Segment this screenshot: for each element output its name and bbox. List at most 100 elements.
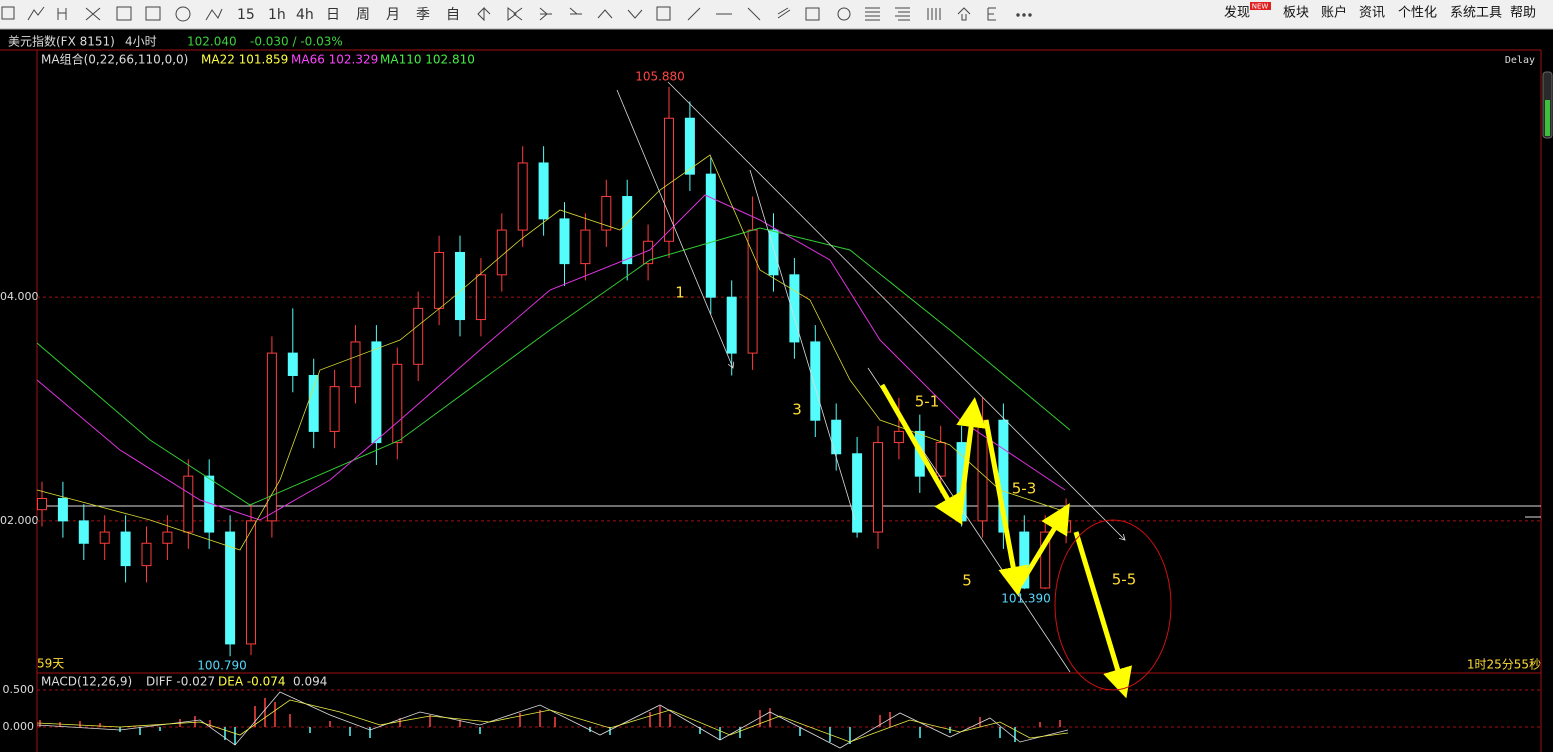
candle-body: [810, 341, 821, 421]
toolbar-item[interactable]: 自: [446, 7, 460, 23]
candle-body: [580, 229, 591, 265]
macd-title[interactable]: MACD(12,26,9): [41, 675, 132, 689]
wave-label: 5: [962, 572, 972, 590]
frame: [0, 49, 1542, 752]
ma22-line: [36, 154, 1061, 551]
symbol: 美元指数(FX 8151): [8, 34, 115, 49]
toolbar-item[interactable]: 季: [416, 7, 430, 23]
candle-body: [183, 475, 194, 533]
ma110-value: MA110 102.810: [380, 53, 475, 67]
candle-body: [225, 531, 236, 645]
menu-item[interactable]: 帮助: [1510, 6, 1536, 21]
toolbar-item[interactable]: 15: [237, 7, 255, 23]
change: -0.030 / -0.03%: [250, 35, 343, 49]
menu-item[interactable]: 发现: [1224, 5, 1250, 21]
candle-body: [455, 251, 465, 321]
macd-tick-label: 0.000: [3, 720, 35, 733]
candle-body: [831, 419, 842, 455]
toolbar-icons: [1, 6, 1032, 22]
candle-body: [329, 386, 340, 432]
target-circle: [1054, 519, 1172, 691]
period[interactable]: 4小时: [125, 35, 157, 49]
macd-value: 0.094: [293, 675, 327, 689]
countdown: 1时25分55秒: [1467, 658, 1541, 672]
ma66-value: MA66 102.329: [291, 53, 378, 67]
candle-body: [852, 453, 863, 533]
candle-body: [99, 531, 110, 544]
candle-body: [935, 442, 946, 477]
candle-body: [350, 341, 361, 388]
toolbar-item[interactable]: 日: [326, 7, 340, 23]
ma66-line: [36, 194, 1066, 521]
candle-body: [308, 374, 319, 432]
candle-body: [287, 352, 298, 376]
candle-body: [601, 196, 612, 231]
candle-body: [1061, 520, 1072, 533]
macd-tick-label: 0.500: [3, 683, 35, 696]
candle-body: [496, 229, 507, 276]
toolbar-item[interactable]: 月: [386, 7, 400, 23]
wave-arrows: [879, 383, 1133, 699]
candle-body: [413, 307, 424, 365]
candle-body: [559, 218, 570, 265]
candle-body: [141, 542, 152, 567]
low-label: 100.790: [197, 659, 247, 673]
wave-label: 1: [675, 284, 685, 302]
toolbar: [0, 0, 1553, 29]
candle-body: [57, 498, 68, 522]
candle-body: [517, 162, 528, 231]
candle-body: [726, 296, 737, 354]
grid: 04.000 02.000: [0, 290, 1541, 527]
candle-body: [768, 229, 779, 276]
candle-body: [664, 117, 674, 242]
menu-item[interactable]: 账户: [1321, 5, 1347, 21]
wave-label: 5-5: [1112, 571, 1137, 589]
ma-group[interactable]: MA组合(0,22,66,110,0,0): [41, 52, 188, 67]
scroll-thumb[interactable]: [1545, 100, 1550, 136]
candle-body: [78, 520, 89, 544]
macd-dea-line: [36, 699, 1069, 743]
candle-body: [37, 498, 47, 511]
menu-item[interactable]: 系统工具: [1450, 6, 1502, 21]
ma22-value: MA22 101.859: [201, 53, 288, 67]
candle-body: [162, 531, 173, 544]
menu-item[interactable]: 资讯: [1359, 6, 1385, 21]
delay: Delay: [1505, 55, 1535, 66]
candle-body: [120, 531, 131, 567]
candle-body: [622, 196, 633, 265]
toolbar-item[interactable]: 1h: [268, 7, 286, 23]
macd-dea: DEA -0.074: [218, 675, 286, 689]
candle-body: [789, 274, 800, 343]
candle-body: [266, 352, 277, 522]
candle-body: [434, 251, 445, 309]
badge-text: NEW: [1252, 3, 1269, 11]
candle-body: [246, 520, 256, 645]
macd-diff-line: [36, 691, 1069, 749]
high-label: 105.880: [635, 70, 685, 84]
wave-label: 5-3: [1012, 480, 1037, 498]
toolbar-item[interactable]: 周: [356, 7, 370, 23]
menu-item[interactable]: 板块: [1283, 6, 1309, 21]
candle-body: [371, 341, 382, 444]
recent-low-label: 101.390: [1001, 592, 1051, 606]
candle-body: [538, 162, 549, 220]
badge: [1250, 2, 1271, 10]
wave-label: 5-1: [915, 393, 940, 411]
candle-body: [684, 117, 695, 175]
macd-diff: DIFF -0.027: [146, 675, 215, 689]
y-tick-label: 02.000: [0, 514, 39, 527]
toolbar-item[interactable]: 4h: [296, 7, 314, 23]
y-tick-label: 04.000: [0, 290, 39, 303]
candle-body: [747, 229, 758, 354]
days-label: 59天: [37, 657, 64, 671]
candle-body: [392, 363, 403, 444]
ma110-line: [36, 227, 1071, 506]
price: 102.040: [187, 35, 237, 49]
candle-body: [475, 274, 486, 321]
candle-body: [893, 430, 904, 444]
candle-body: [705, 173, 716, 298]
menu-item[interactable]: 个性化: [1398, 6, 1437, 21]
candle-body: [873, 442, 883, 533]
